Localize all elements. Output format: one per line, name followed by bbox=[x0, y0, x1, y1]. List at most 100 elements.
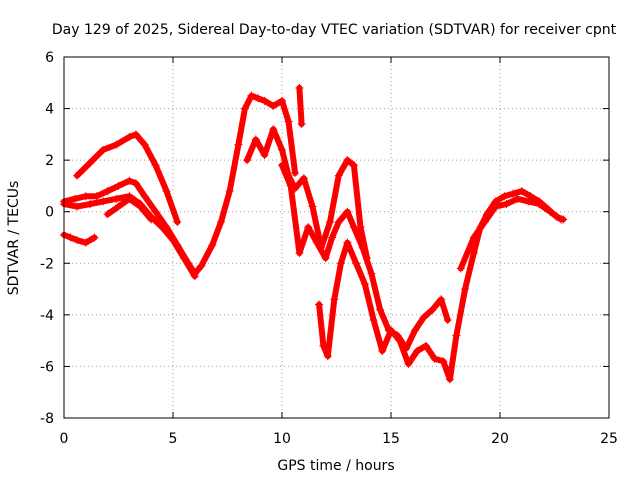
y-tick-label: -6 bbox=[40, 359, 54, 375]
data-point bbox=[240, 104, 249, 113]
series-track-b-markers bbox=[63, 234, 95, 244]
y-tick-label: 0 bbox=[45, 205, 54, 221]
data-point bbox=[295, 248, 304, 257]
data-point bbox=[197, 261, 206, 270]
data-point bbox=[92, 192, 101, 201]
data-point bbox=[131, 179, 140, 188]
data-point bbox=[125, 132, 134, 141]
y-tick-label: 6 bbox=[45, 50, 54, 66]
data-point bbox=[147, 215, 156, 224]
series-track-h bbox=[316, 188, 567, 383]
data-point bbox=[437, 295, 446, 304]
data-point bbox=[378, 346, 387, 355]
data-point bbox=[208, 241, 217, 250]
data-point bbox=[131, 130, 140, 139]
x-axis-ticks: 0 5 10 15 20 25 bbox=[60, 57, 618, 447]
data-point bbox=[358, 243, 367, 252]
data-point bbox=[367, 269, 376, 278]
data-point bbox=[336, 259, 345, 268]
grid-lines bbox=[64, 57, 609, 418]
data-point bbox=[445, 375, 454, 384]
data-point bbox=[112, 194, 121, 203]
x-tick-label: 0 bbox=[60, 431, 69, 447]
series-track-b bbox=[61, 231, 98, 246]
data-point bbox=[140, 140, 149, 149]
data-point bbox=[247, 91, 256, 100]
data-point bbox=[480, 218, 489, 227]
data-point bbox=[546, 207, 555, 216]
series-track-a-markers bbox=[76, 133, 178, 223]
data-point bbox=[299, 174, 308, 183]
data-point bbox=[491, 202, 500, 211]
data-point bbox=[343, 238, 352, 247]
data-point bbox=[443, 316, 452, 325]
data-point bbox=[112, 140, 121, 149]
x-tick-label: 25 bbox=[600, 431, 618, 447]
data-point bbox=[461, 285, 470, 294]
data-point bbox=[421, 341, 430, 350]
data-point bbox=[349, 161, 358, 170]
data-point bbox=[269, 101, 278, 110]
data-point bbox=[151, 207, 160, 216]
data-point bbox=[190, 272, 199, 281]
data-point bbox=[517, 187, 526, 196]
data-point bbox=[524, 197, 533, 206]
data-point bbox=[73, 171, 82, 180]
data-point bbox=[308, 202, 317, 211]
data-series bbox=[60, 83, 568, 384]
data-point bbox=[284, 117, 293, 126]
data-point bbox=[114, 202, 123, 211]
data-point bbox=[278, 161, 286, 170]
data-point bbox=[419, 313, 428, 322]
data-point bbox=[334, 171, 343, 180]
series-track-f-markers bbox=[246, 127, 368, 259]
data-point bbox=[469, 233, 478, 242]
data-point bbox=[73, 236, 82, 245]
data-point bbox=[323, 352, 332, 361]
x-tick-label: 5 bbox=[169, 431, 178, 447]
x-tick-label: 15 bbox=[382, 431, 400, 447]
data-point bbox=[334, 218, 343, 227]
data-point bbox=[251, 135, 260, 144]
data-point bbox=[330, 295, 339, 304]
data-point bbox=[99, 197, 108, 206]
data-point bbox=[404, 359, 413, 368]
data-point bbox=[162, 187, 171, 196]
y-tick-label: -4 bbox=[40, 308, 54, 324]
data-point bbox=[387, 326, 395, 335]
y-axis-label: SDTVAR / TECUs bbox=[6, 181, 22, 296]
y-axis-ticks: -8 -6 -4 -2 0 2 4 6 bbox=[40, 50, 609, 427]
data-point bbox=[216, 218, 225, 227]
x-tick-label: 20 bbox=[491, 431, 509, 447]
data-point bbox=[254, 94, 263, 103]
data-point bbox=[278, 96, 286, 105]
data-point bbox=[86, 199, 95, 208]
data-point bbox=[90, 233, 99, 242]
y-tick-label: -8 bbox=[40, 411, 54, 427]
chart-title: Day 129 of 2025, Sidereal Day-to-day VTE… bbox=[52, 22, 617, 38]
data-point bbox=[376, 305, 385, 314]
data-point bbox=[297, 120, 306, 129]
data-point bbox=[312, 238, 321, 247]
data-point bbox=[439, 357, 448, 366]
data-point bbox=[352, 259, 361, 268]
data-point bbox=[321, 254, 330, 263]
data-point bbox=[81, 238, 90, 247]
series-track-i-markers bbox=[460, 198, 562, 269]
data-point bbox=[151, 161, 160, 170]
data-point bbox=[73, 202, 82, 211]
data-point bbox=[319, 341, 328, 350]
data-point bbox=[260, 150, 269, 159]
data-point bbox=[502, 199, 511, 208]
data-point bbox=[179, 254, 188, 263]
data-point bbox=[500, 192, 509, 201]
data-point bbox=[349, 223, 358, 232]
data-point bbox=[328, 233, 337, 242]
x-tick-label: 10 bbox=[273, 431, 291, 447]
x-axis-label: GPS time / hours bbox=[277, 458, 394, 474]
data-point bbox=[430, 354, 439, 363]
data-point bbox=[343, 207, 352, 216]
data-point bbox=[125, 176, 134, 185]
data-point bbox=[413, 346, 422, 355]
data-point bbox=[369, 316, 378, 325]
